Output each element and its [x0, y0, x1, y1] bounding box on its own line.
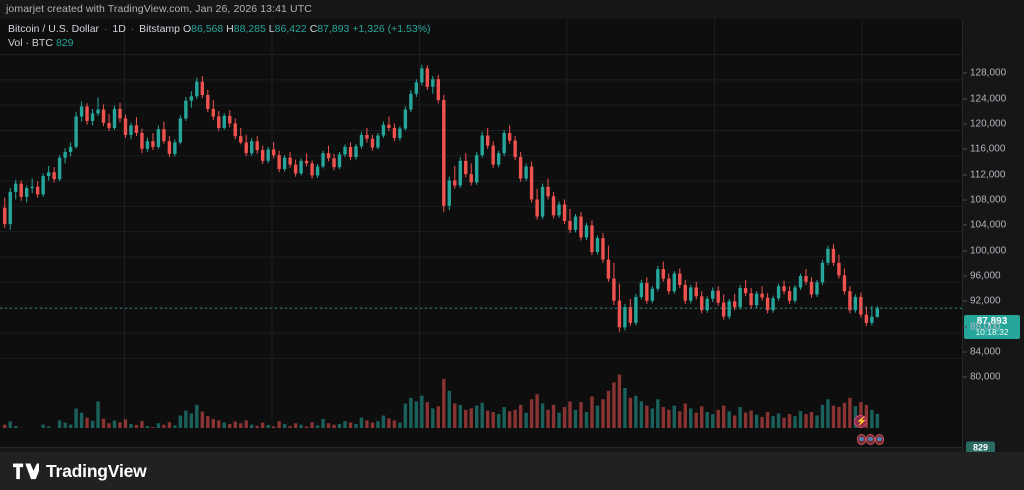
price-tick-label: 128,000 [970, 67, 1007, 79]
tradingview-logo-mark [13, 463, 39, 480]
price-tick-label: 80,000 [970, 371, 1001, 383]
price-tick-mark [963, 98, 967, 100]
price-tick-label: 120,000 [970, 118, 1007, 130]
mini-volume-fill [859, 437, 865, 441]
mini-volume-fill [868, 437, 874, 441]
price-tick-mark [963, 148, 967, 150]
grid-lines [0, 19, 962, 428]
tradingview-logo[interactable]: TradingView [13, 461, 147, 482]
attribution-watermark: jomarjet created with TradingView.com, J… [0, 0, 1024, 19]
chart-panel[interactable]: Bitcoin / U.S. Dollar · 1D · Bitstamp O8… [0, 19, 1024, 452]
price-tick-mark [963, 72, 967, 74]
bar-close-countdown: 10:18:32 [975, 327, 1009, 338]
price-scale[interactable]: 87,893 10:18:32 829 128,000 124,000 120,00… [962, 19, 1024, 455]
candlestick-plot [0, 19, 962, 428]
volume-bars [3, 374, 880, 428]
plot-area[interactable] [0, 19, 962, 428]
tradingview-logo-text: TradingView [46, 461, 147, 481]
price-tick-label: 96,000 [970, 270, 1001, 282]
price-tick-mark [963, 326, 967, 328]
price-tick-mark [963, 250, 967, 252]
last-price-value: 87,893 [976, 316, 1008, 328]
price-tick-mark [963, 351, 967, 353]
price-tick-label: 108,000 [970, 194, 1007, 206]
mini-volume-marker[interactable] [857, 434, 867, 445]
price-tick-mark [963, 224, 967, 226]
price-tick-label: 84,000 [970, 346, 1001, 358]
mini-volume-marker[interactable] [875, 434, 885, 445]
mini-volume-marker[interactable] [866, 434, 876, 445]
price-tick-mark [963, 300, 967, 302]
price-tick-label: 116,000 [970, 143, 1006, 155]
time-scale[interactable]: JulAugSepOctNovDec [0, 447, 962, 452]
last-price-badge[interactable]: 87,893 10:18:32 [964, 315, 1020, 340]
price-tick-mark [963, 123, 967, 125]
footer-bar: TradingView [0, 452, 1024, 490]
candles [3, 64, 880, 332]
last-volume-badge[interactable]: 829 [966, 441, 996, 455]
price-tick-label: 112,000 [970, 169, 1006, 181]
price-tick-label: 124,000 [970, 93, 1007, 105]
price-tick-mark [963, 275, 967, 277]
flash-alert-icon[interactable]: ⚡ [854, 415, 867, 428]
price-tick-label: 88,000 [970, 321, 1001, 333]
price-tick-label: 104,000 [970, 219, 1007, 231]
price-tick-mark [963, 376, 967, 378]
chart-markers[interactable]: ⚡ [851, 415, 891, 445]
mini-volume-fill [877, 437, 883, 441]
price-tick-mark [963, 199, 967, 201]
flash-glyph: ⚡ [856, 416, 868, 426]
price-tick-label: 92,000 [970, 295, 1001, 307]
price-tick-label: 100,000 [970, 245, 1007, 257]
price-tick-mark [963, 174, 967, 176]
